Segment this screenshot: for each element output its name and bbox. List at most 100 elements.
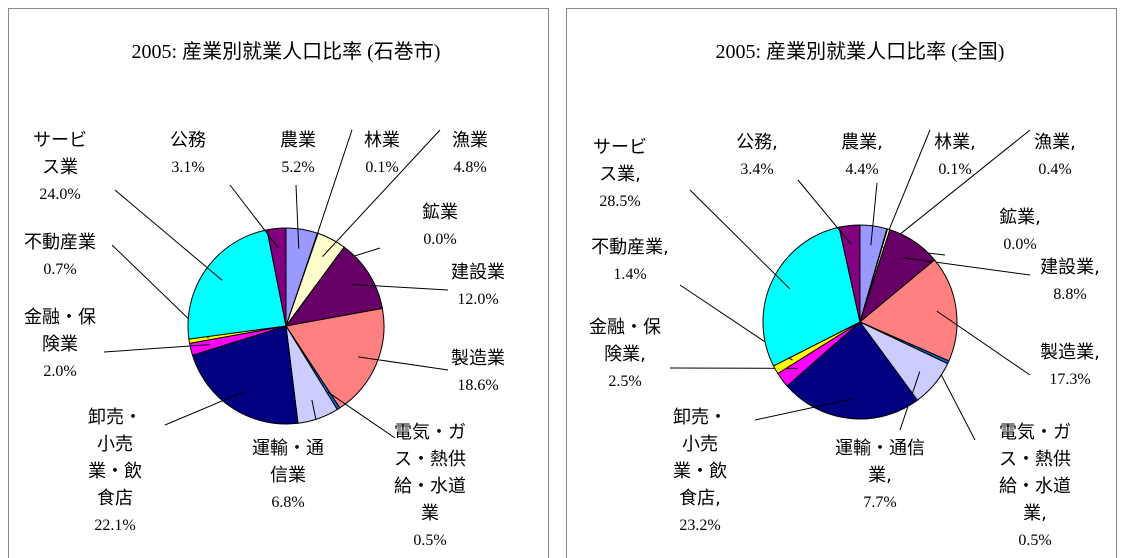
- value-label: 3.1%: [171, 159, 205, 176]
- leader-line: [689, 189, 791, 290]
- category-label: 不動産業,: [591, 237, 669, 258]
- pie-slice: [285, 307, 385, 409]
- value-label: 17.3%: [1049, 371, 1091, 388]
- leader-line: [327, 391, 396, 439]
- leader-line: [295, 184, 300, 249]
- leader-line: [797, 179, 852, 246]
- data-label: 公務 3.1%: [158, 128, 218, 181]
- category-label: 林業,: [934, 132, 976, 153]
- leader-line: [229, 184, 279, 249]
- pie-slice: [266, 227, 287, 327]
- leader-line: [164, 391, 244, 426]
- value-label: 5.2%: [281, 159, 315, 176]
- data-label: 農業, 4.4%: [832, 130, 892, 183]
- category-label: サービス業,: [593, 137, 647, 185]
- category-label: 運輸・通信業,: [835, 438, 925, 486]
- chart-title: 2005: 産業別就業人口比率 (石巻市): [132, 40, 441, 63]
- leader-line: [310, 129, 353, 252]
- pie-slice: [786, 321, 919, 420]
- data-label: 金融・保険業 2.0%: [20, 305, 100, 385]
- value-label: 3.4%: [740, 161, 774, 178]
- data-label: 漁業 4.8%: [440, 128, 500, 181]
- data-label: 電気・ガス・熱供給・水道業 0.5%: [390, 420, 470, 554]
- data-label: 金融・保険業, 2.5%: [585, 315, 665, 395]
- value-label: 28.5%: [599, 193, 641, 210]
- leader-line: [352, 283, 449, 291]
- leader-line: [103, 344, 210, 353]
- data-label: 林業, 0.1%: [925, 130, 985, 183]
- leader-line: [322, 129, 441, 257]
- value-label: 6.8%: [271, 494, 305, 511]
- value-label: 7.7%: [863, 494, 897, 511]
- value-label: 23.2%: [679, 517, 721, 534]
- value-label: 2.0%: [43, 363, 77, 380]
- value-label: 0.0%: [423, 231, 457, 248]
- category-label: 公務: [170, 130, 206, 151]
- category-label: 建設業,: [1040, 257, 1100, 278]
- category-label: 製造業,: [1040, 342, 1100, 363]
- value-label: 0.5%: [1018, 532, 1052, 549]
- data-label: 鉱業 0.0%: [410, 200, 470, 253]
- leader-line: [311, 399, 317, 421]
- pie-slice: [284, 246, 383, 327]
- value-label: 12.0%: [457, 291, 499, 308]
- data-label: サービス業, 28.5%: [590, 135, 650, 215]
- panel: [566, 8, 1117, 558]
- pie-slice: [762, 226, 861, 367]
- data-label: 鉱業, 0.0%: [990, 205, 1050, 258]
- data-label: 製造業, 17.3%: [1030, 340, 1110, 393]
- category-label: 電気・ガス・熱供給・水道業,: [999, 422, 1071, 524]
- chart-title: 2005: 産業別就業人口比率 (全国): [716, 40, 1005, 63]
- leader-line: [114, 189, 223, 281]
- leader-line: [870, 182, 878, 246]
- pie-slice: [187, 229, 287, 340]
- value-label: 0.5%: [413, 532, 447, 549]
- category-label: 金融・保険業: [24, 307, 96, 355]
- leader-line: [358, 356, 449, 371]
- category-label: 漁業: [452, 130, 488, 151]
- value-label: 22.1%: [94, 517, 136, 534]
- category-label: 卸売・小売業・飲食店: [88, 407, 142, 509]
- value-label: 2.5%: [608, 373, 642, 390]
- pie-slice: [838, 224, 861, 323]
- pie-slice: [859, 259, 958, 362]
- data-label: 公務, 3.4%: [727, 130, 787, 183]
- category-label: サービス業: [33, 130, 87, 178]
- value-label: 0.1%: [365, 159, 399, 176]
- category-label: 金融・保険業,: [589, 317, 661, 365]
- value-label: 0.1%: [938, 161, 972, 178]
- value-label: 0.0%: [1003, 236, 1037, 253]
- category-label: 漁業,: [1034, 132, 1076, 153]
- data-label: サービス業 24.0%: [30, 128, 90, 208]
- data-label: 卸売・小売業・飲食店 22.1%: [88, 405, 143, 539]
- value-label: 0.4%: [1038, 161, 1072, 178]
- value-label: 24.0%: [39, 186, 81, 203]
- category-label: 運輸・通信業: [252, 438, 324, 486]
- category-label: 公務,: [736, 132, 778, 153]
- category-label: 鉱業: [422, 202, 458, 223]
- leader-line: [936, 310, 1031, 376]
- category-label: 農業: [280, 130, 316, 151]
- category-label: 農業,: [841, 132, 883, 153]
- data-label: 運輸・通信業 6.8%: [248, 436, 328, 516]
- data-label: 卸売・小売業・飲食店, 23.2%: [670, 405, 730, 539]
- data-label: 不動産業, 1.4%: [580, 235, 680, 288]
- pie-slice: [191, 325, 299, 425]
- data-label: 林業 0.1%: [352, 128, 412, 181]
- category-label: 不動産業: [24, 232, 96, 253]
- leader-line: [903, 257, 1031, 276]
- category-label: 製造業: [451, 348, 505, 369]
- data-label: 漁業, 0.4%: [1025, 130, 1085, 183]
- category-label: 電気・ガス・熱供給・水道業: [394, 422, 466, 524]
- data-label: 運輸・通信業, 7.7%: [835, 436, 925, 516]
- category-label: 鉱業,: [999, 207, 1041, 228]
- data-label: 電気・ガス・熱供給・水道業, 0.5%: [990, 420, 1080, 554]
- data-label: 不動産業 0.7%: [10, 230, 110, 283]
- leader-line: [882, 129, 1031, 249]
- data-label: 建設業 12.0%: [443, 260, 513, 313]
- leader-line: [754, 398, 852, 421]
- data-label: 製造業 18.6%: [443, 346, 513, 399]
- value-label: 4.4%: [845, 161, 879, 178]
